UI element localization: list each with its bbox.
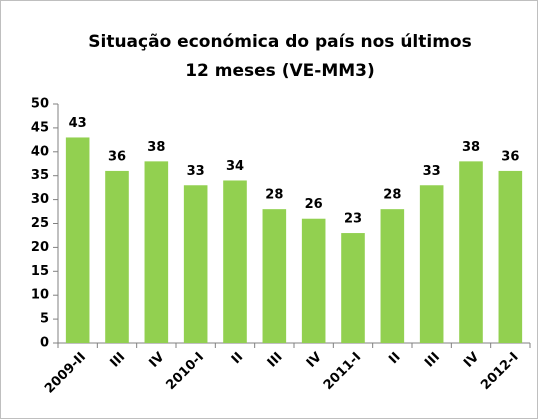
y-tick-label: 20 — [31, 240, 49, 255]
bar — [459, 161, 483, 343]
y-tick-label: 35 — [31, 168, 49, 183]
y-tick-label: 15 — [31, 264, 49, 279]
data-label: 28 — [383, 188, 401, 203]
data-label: 28 — [265, 188, 283, 203]
x-tick-label: III — [265, 350, 286, 371]
x-tick-label: II — [229, 350, 246, 367]
bar — [498, 170, 523, 343]
data-label: 23 — [344, 212, 362, 227]
bar — [144, 161, 169, 343]
bar — [341, 233, 365, 343]
data-label: 34 — [226, 159, 244, 174]
y-tick-label: 5 — [40, 312, 49, 327]
x-tick-label: 2011-I — [321, 350, 364, 393]
x-tick-label: III — [422, 350, 443, 371]
y-tick-label: 10 — [31, 288, 49, 303]
x-tick-label: IV — [304, 350, 325, 371]
bar — [65, 137, 90, 343]
data-label: 38 — [462, 140, 480, 155]
data-label: 36 — [108, 149, 126, 164]
x-tick-label: IV — [146, 350, 167, 371]
x-tick-label: III — [107, 350, 128, 371]
y-tick-label: 30 — [31, 192, 49, 207]
y-tick-label: 25 — [31, 216, 49, 231]
bar — [380, 209, 405, 343]
data-label: 26 — [305, 197, 323, 212]
bar — [183, 185, 208, 343]
data-label: 43 — [69, 116, 87, 131]
x-tick-label: 2012-I — [478, 350, 521, 393]
bar — [419, 185, 444, 343]
y-tick-label: 45 — [31, 120, 49, 135]
x-tick-label: IV — [461, 350, 482, 371]
bar — [105, 170, 129, 343]
data-label: 36 — [501, 149, 519, 164]
data-label: 33 — [187, 164, 205, 179]
y-tick-label: 0 — [40, 336, 49, 351]
x-tick-label: 2010-I — [164, 350, 207, 393]
y-tick-label: 40 — [31, 144, 49, 159]
x-tick-label: 2009-II — [42, 350, 89, 397]
data-label: 33 — [423, 164, 441, 179]
bar — [223, 180, 247, 343]
bar — [301, 218, 326, 343]
y-tick-label: 50 — [31, 97, 49, 112]
data-label: 38 — [147, 140, 165, 155]
chart-title: Situação económica do país nos últimos 1… — [88, 32, 472, 81]
bar — [262, 209, 287, 343]
x-tick-label: II — [386, 350, 403, 367]
